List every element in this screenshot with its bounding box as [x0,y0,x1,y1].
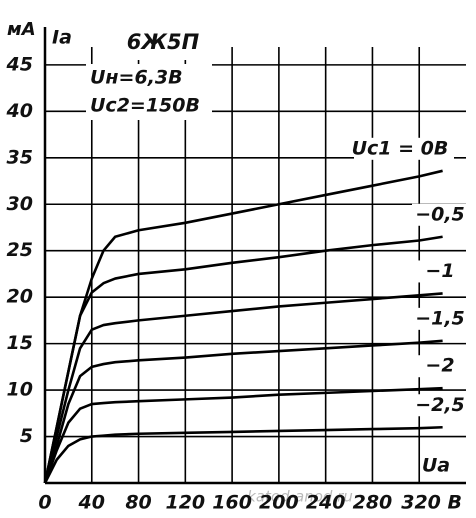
x-tick-label: 80 [125,492,151,514]
legend-label: −1 [425,260,454,282]
x-tick-label: 200 [259,492,299,514]
legend-bg [412,260,468,283]
y-tick-label: 30 [7,193,33,215]
legend-bg [412,203,468,226]
y-unit: мА [7,19,36,40]
legend-label: −2,5 [415,394,465,416]
curve [43,235,443,484]
legend-bg [354,137,454,160]
x-tick-label: 40 [78,492,105,514]
y-axis-label: Ia [52,27,72,49]
chart-title: 6Ж5П [127,30,200,54]
y-tick-label: 10 [7,379,33,401]
y-tick-label: 20 [7,286,33,308]
x-tick-label: 280 [353,492,393,514]
legend-label: −0,5 [415,203,465,225]
x-tick-label: 0 [38,492,51,514]
annotation-bg [86,64,212,120]
x-axis-label: Ua [422,455,450,477]
y-tick-label: 40 [6,100,33,122]
curve [43,339,443,484]
y-tick-label: 5 [20,425,33,447]
watermark: katod-anod.ru [247,488,353,506]
legend-bg [412,307,468,330]
annotation: Uс2=150В [90,95,200,117]
y-tick-label: 45 [6,53,33,75]
legend-bg [412,355,468,378]
y-tick-label: 15 [7,332,33,354]
y-tick-label: 35 [7,146,33,168]
title-bg [108,24,218,60]
y-tick-label: 25 [7,239,33,261]
x-tick-label: 320 В [401,492,462,514]
legend-bg [412,394,468,417]
x-tick-label: 120 [165,492,205,514]
legend-label: −1,5 [415,307,465,329]
curve [43,292,443,484]
x-tick-label: 240 [306,492,346,514]
curve [43,425,443,484]
x-tick-label: 160 [212,492,252,514]
curve [43,386,443,484]
legend-label: Uс1 = 0В [352,137,449,159]
legend-label: −2 [425,355,454,377]
annotation: Uн=6,3В [90,67,183,89]
